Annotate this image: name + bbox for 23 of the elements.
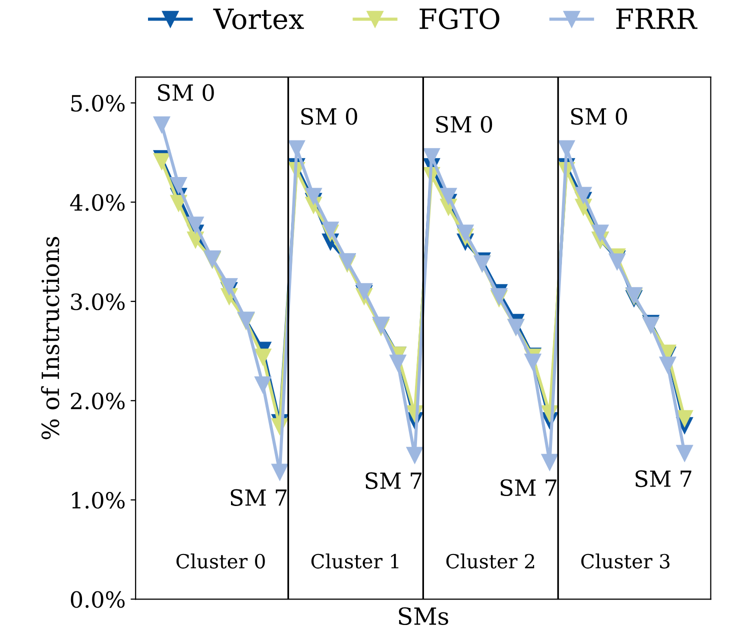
y-tick-label: 1.0% — [72, 492, 125, 509]
y-axis-title: % of Instructions — [41, 236, 60, 440]
y-tick-label: 4.0% — [70, 194, 125, 211]
annotation: SM 7 — [500, 479, 556, 496]
annotation: SM 7 — [366, 472, 422, 490]
annotation: SM 0 — [158, 84, 214, 101]
annotation: SM 7 — [230, 489, 287, 506]
y-tick-label: 0.0% — [70, 591, 125, 608]
y-tick-label: 5.0% — [71, 94, 125, 112]
annotation: Cluster 1 — [311, 554, 398, 569]
y-tick-label: 3.0% — [71, 293, 125, 310]
legend-label: Vortex — [213, 8, 304, 30]
annotation: SM 0 — [436, 116, 492, 133]
annotation: Cluster 3 — [581, 554, 670, 569]
x-axis-title: SMs — [398, 607, 448, 626]
annotation: Cluster 0 — [176, 554, 265, 569]
annotation: SM 0 — [301, 108, 358, 125]
y-tick-label: 2.0% — [70, 392, 125, 410]
legend-label: FGTO — [420, 8, 500, 30]
annotation: SM 7 — [636, 470, 692, 488]
legend-label: FRRR — [616, 8, 698, 29]
annotation: Cluster 2 — [446, 554, 534, 569]
annotation: SM 0 — [571, 108, 628, 125]
